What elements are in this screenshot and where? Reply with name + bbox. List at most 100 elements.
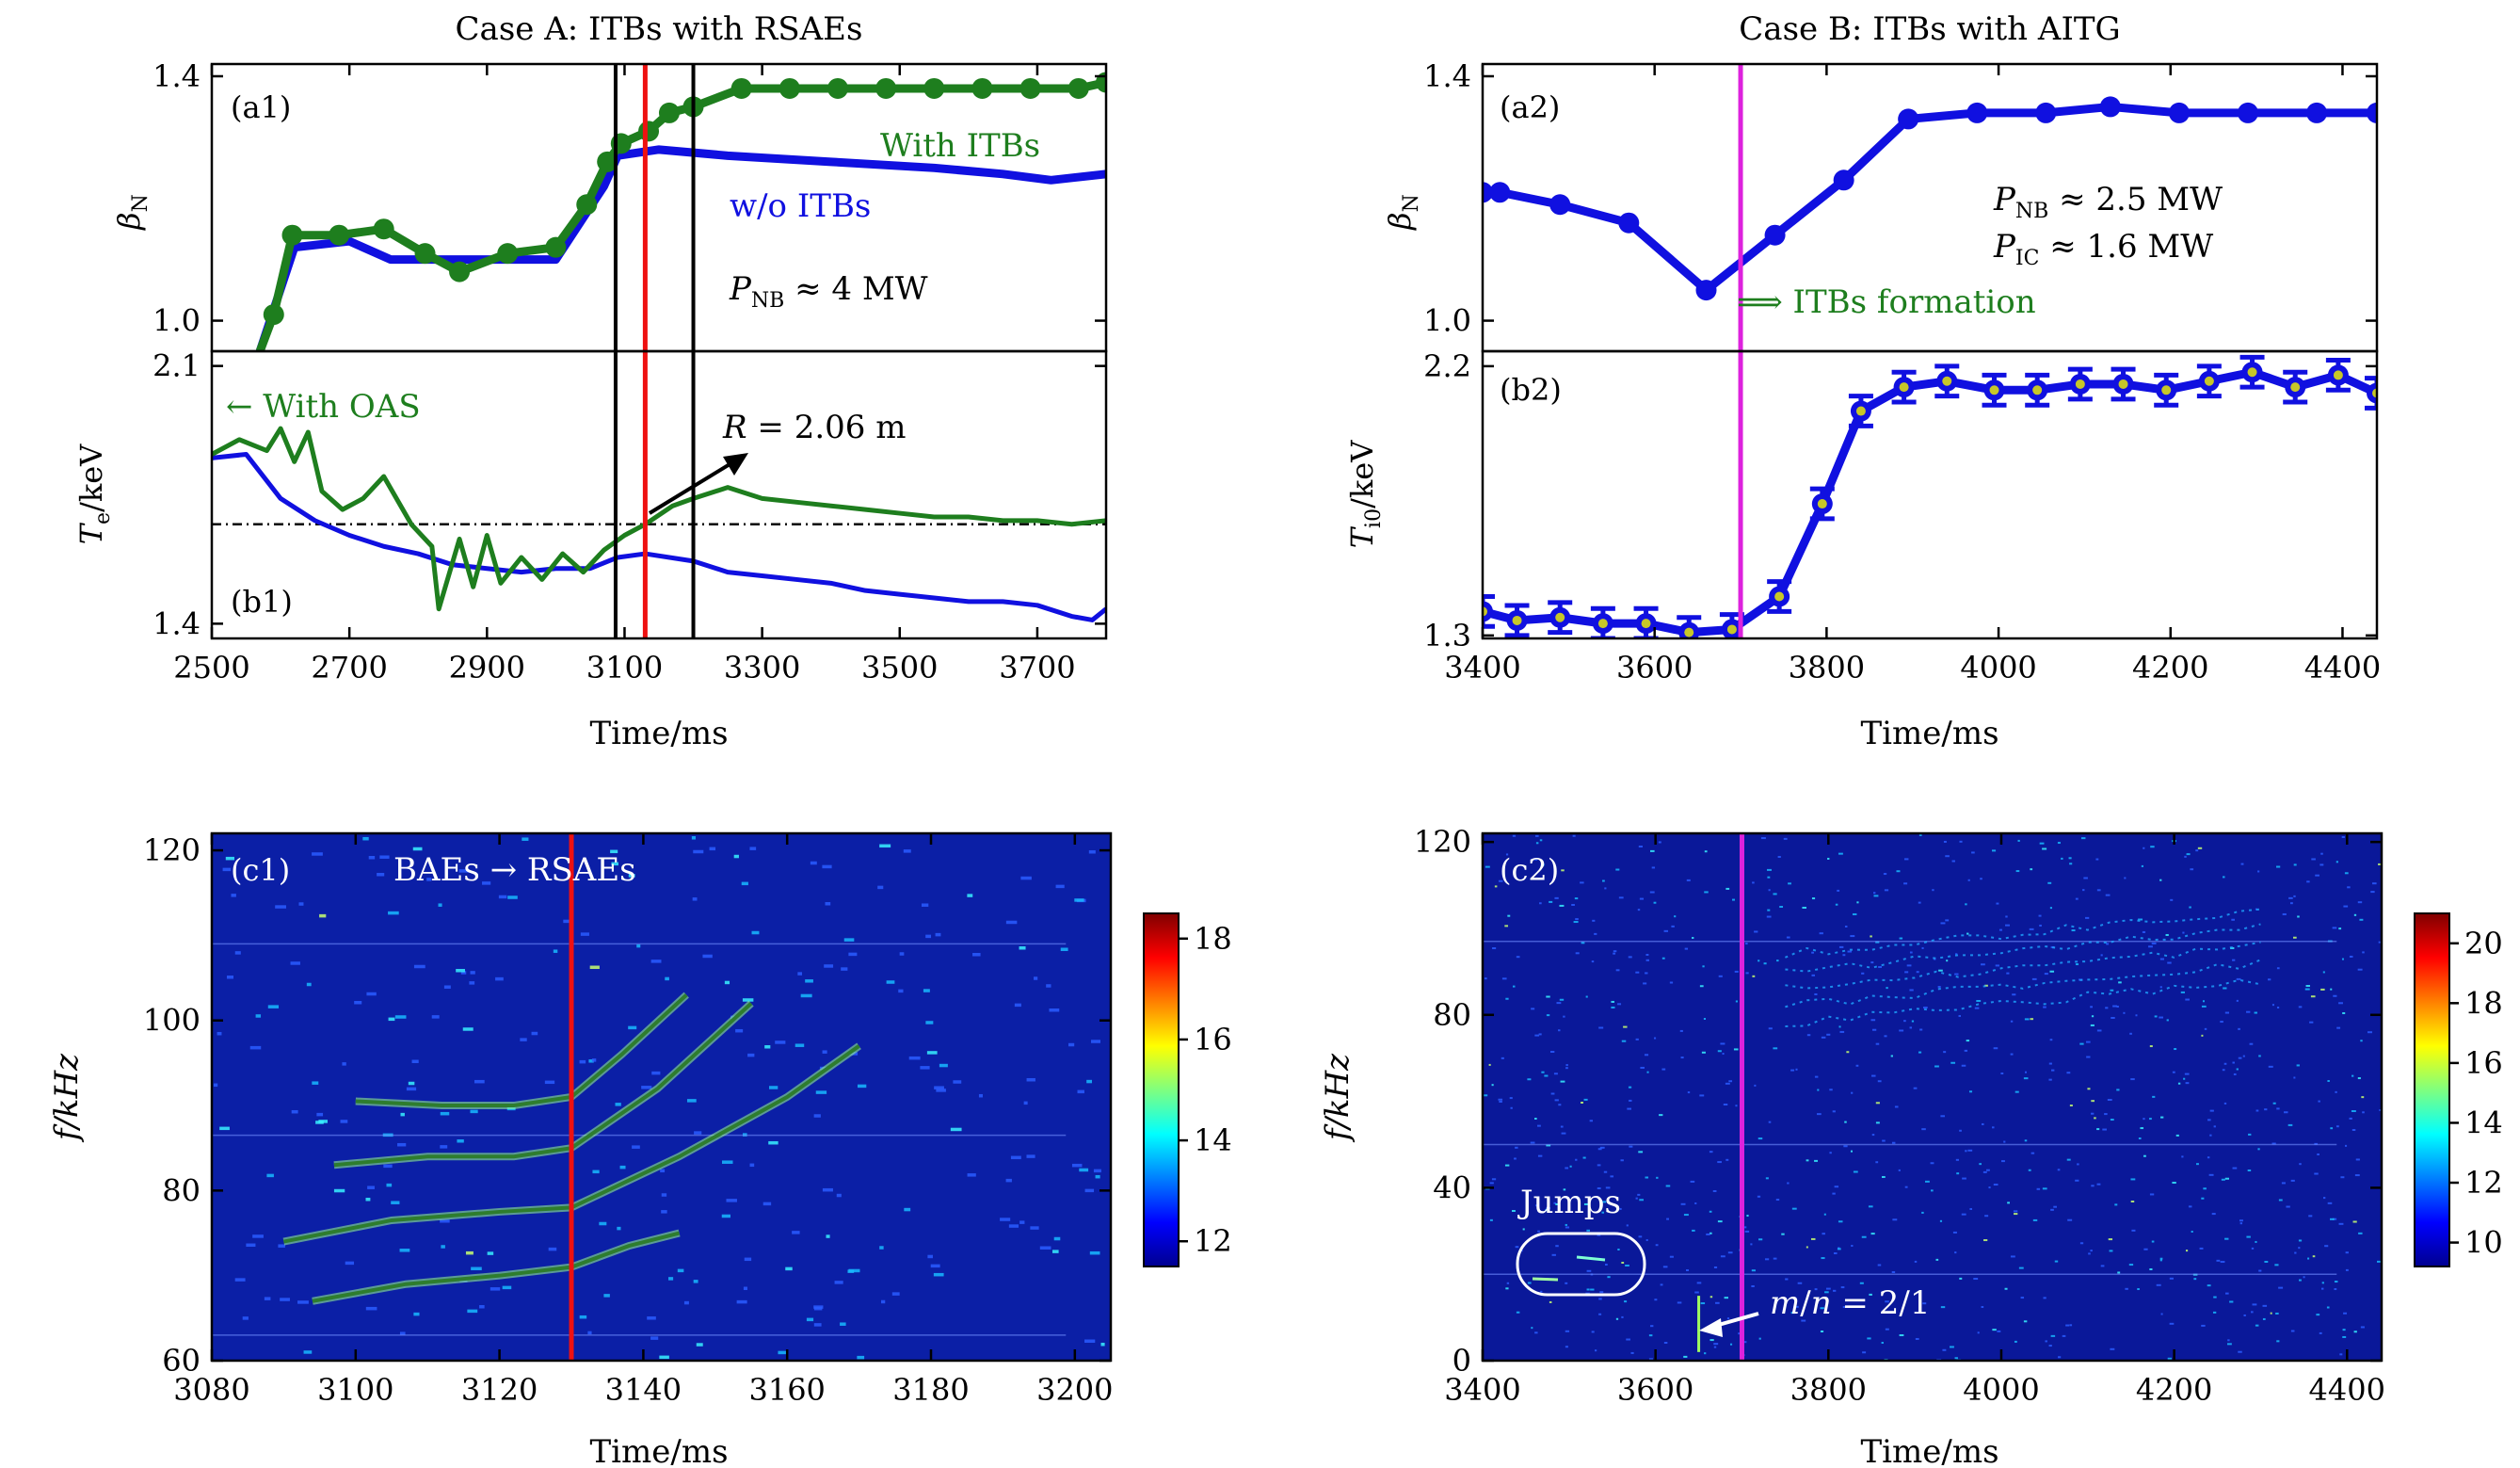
spectrogram-speckle: [1635, 971, 1640, 974]
data-point: [1067, 77, 1089, 99]
spectrogram-speckle: [440, 1145, 448, 1149]
spectrogram-speckle: [2091, 1185, 2095, 1187]
spectrogram-speckle: [1591, 1331, 1595, 1333]
spectrogram-speckle: [935, 932, 941, 937]
spectrogram-speckle: [579, 1059, 586, 1064]
data-point: [2168, 102, 2190, 123]
spectrogram-speckle: [891, 1292, 900, 1296]
spectrogram-speckle: [1725, 1158, 1729, 1161]
spectrogram-speckle: [2212, 1311, 2217, 1314]
spectrogram-speckle: [413, 1312, 420, 1316]
spectrogram-speckle: [2309, 1021, 2314, 1024]
spectrogram-speckle: [1089, 1250, 1100, 1255]
spectrogram-speckle: [2342, 1335, 2347, 1338]
spectrogram-speckle: [1638, 846, 1643, 848]
spectrogram-speckle: [2017, 839, 2020, 842]
spectrogram-speckle: [1958, 1014, 1962, 1017]
data-point-center: [2032, 385, 2043, 395]
spectrogram-speckle: [1484, 977, 1487, 980]
spectrogram-speckle: [2105, 894, 2111, 896]
spectrogram-speckle: [1909, 951, 1913, 954]
spectrogram-speckle: [1945, 919, 1950, 922]
c2-ylabel: f/kHz: [1319, 1053, 1356, 1143]
spectrogram-speckle: [1516, 1311, 1520, 1314]
spectrogram-speckle: [1931, 1189, 1934, 1192]
colorbar-tick-label: 12: [2464, 1165, 2503, 1201]
spectrogram-speckle: [1594, 932, 1597, 935]
spectrogram-speckle: [2276, 1340, 2280, 1343]
spectrogram-speckle: [1611, 1000, 1615, 1003]
y-tick-label: 120: [143, 832, 201, 868]
spectrogram-speckle: [2236, 999, 2239, 1002]
spectrogram-speckle: [617, 1226, 621, 1231]
spectrogram-speckle: [1491, 1178, 1497, 1181]
spectrogram-speckle: [797, 972, 803, 976]
spectrogram-speckle: [1558, 1104, 1562, 1106]
spectrogram-speckle: [1655, 1244, 1659, 1247]
spectrogram-speckle: [1505, 1287, 1509, 1290]
spectrogram-speckle: [2278, 1286, 2284, 1289]
spectrogram-speckle: [2299, 1163, 2302, 1166]
spectrogram-speckle: [2224, 1177, 2230, 1180]
spectrogram-speckle: [267, 1005, 280, 1008]
spectrogram-speckle: [2289, 902, 2293, 905]
spectrogram-speckle: [1870, 1233, 1875, 1235]
spectrogram-speckle: [2298, 1006, 2303, 1008]
spectrogram-speckle: [1846, 1051, 1850, 1054]
x-tick-label: 2700: [311, 650, 387, 686]
spectrogram-speckle: [234, 951, 241, 955]
spectrogram-speckle: [587, 1331, 592, 1335]
spectrogram-speckle: [1923, 1007, 1928, 1009]
spectrogram-speckle: [345, 1261, 355, 1266]
spectrogram-speckle: [1732, 898, 1735, 901]
spectrogram-speckle: [502, 1285, 512, 1290]
y-tick-label: 1.0: [1423, 303, 1471, 339]
spectrogram-speckle: [2096, 1183, 2101, 1186]
spectrogram-speckle: [1053, 1236, 1061, 1241]
spectrogram-speckle: [591, 1058, 597, 1062]
spectrogram-speckle: [589, 965, 600, 970]
spectrogram-speckle: [1745, 972, 1749, 975]
spectrogram-speckle: [1899, 937, 1903, 940]
spectrogram-speckle: [2049, 907, 2052, 910]
spectrogram-speckle: [744, 1257, 752, 1262]
spectrogram-speckle: [2288, 896, 2293, 899]
spectrogram-speckle: [2305, 984, 2310, 987]
spectrogram-speckle: [1767, 876, 1771, 879]
spectrogram-speckle: [1758, 1238, 1763, 1241]
spectrogram-speckle: [2320, 988, 2325, 991]
data-point: [1695, 280, 1717, 301]
spectrogram-speckle: [1586, 1229, 1590, 1232]
spectrogram-speckle: [1539, 839, 1543, 842]
spectrogram-speckle: [544, 1080, 555, 1085]
spectrogram-speckle: [1965, 903, 1967, 906]
spectrogram-speckle: [2221, 1178, 2225, 1181]
spectrogram-speckle: [1514, 1157, 1517, 1160]
spectrogram-speckle: [1626, 1338, 1630, 1341]
spectrogram-speckle: [1838, 852, 1843, 855]
spectrogram-speckle: [2028, 1169, 2031, 1171]
spectrogram-speckle: [1650, 1325, 1654, 1328]
spectrogram-speckle: [1829, 1152, 1832, 1154]
spectrogram-speckle: [1671, 925, 1675, 928]
spectrogram-speckle: [2201, 1197, 2205, 1200]
spectrogram-speckle: [1541, 1071, 1545, 1073]
data-point: [597, 151, 618, 172]
spectrogram-speckle: [2203, 1187, 2207, 1190]
spectrogram-speckle: [580, 932, 589, 936]
spectrogram-speckle: [2240, 863, 2244, 865]
spectrogram-speckle: [1899, 1029, 1904, 1032]
spectrogram-speckle: [1704, 850, 1708, 853]
spectrogram-speckle: [1896, 870, 1901, 873]
spectrogram-speckle: [2338, 928, 2342, 930]
spectrogram-speckle: [1871, 1028, 1877, 1031]
spectrogram-speckle: [686, 1099, 697, 1103]
spectrogram-speckle: [1604, 887, 1607, 890]
mode-line: [312, 1231, 681, 1303]
spectrogram-speckle: [2184, 1073, 2190, 1075]
data-point: [658, 102, 680, 123]
data-point-center: [1817, 499, 1827, 509]
spectrogram-speckle: [1754, 930, 1758, 933]
data-point-center: [1774, 591, 1785, 602]
spectrogram-speckle: [1894, 1105, 1899, 1108]
